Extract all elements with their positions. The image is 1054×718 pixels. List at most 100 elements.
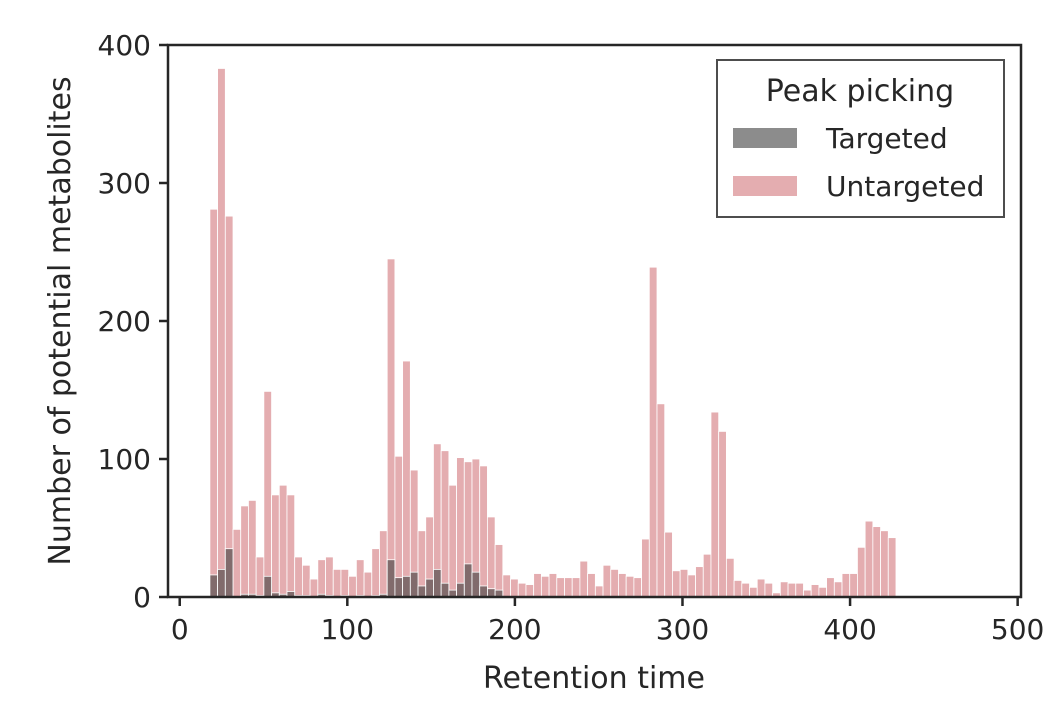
untargeted-bar [348,575,357,598]
untargeted-bar [278,484,288,598]
untargeted-bar [332,569,342,598]
untargeted-bar [810,584,820,598]
untargeted-bar [872,526,881,598]
untargeted-bar [232,528,242,598]
targeted-bar [409,571,419,598]
y-axis-label: Number of potential metabolites [43,76,78,565]
untargeted-bar [564,577,573,598]
plot-frame [166,43,1023,599]
x-tick-label: 200 [488,613,541,646]
untargeted-bar [718,430,727,598]
untargeted-bar [502,574,511,598]
y-tick-label: 400 [98,29,151,62]
untargeted-bar [833,581,843,598]
legend: Peak picking Targeted Untargeted [716,59,1005,218]
untargeted-bar [625,575,635,598]
targeted-bar [425,578,434,598]
targeted-bar [209,574,219,598]
untargeted-bar [263,390,272,598]
untargeted-bar [587,573,596,598]
untargeted-bar [679,569,689,598]
untargeted-bar [702,553,712,598]
untargeted-bar [741,582,750,598]
legend-label-untargeted: Untargeted [826,170,984,203]
untargeted-bar [610,569,619,598]
untargeted-bar [633,577,642,598]
untargeted-bar [749,586,758,598]
untargeted-bar [795,582,804,598]
untargeted-bar [672,570,681,598]
untargeted-bar [864,520,874,598]
untargeted-bar [510,578,519,598]
y-tick-label: 300 [98,167,151,200]
x-axis: 0 100 200 300 400 500 [171,597,1044,646]
untargeted-bar [818,586,828,598]
untargeted-bar [779,581,789,598]
untargeted-bar [764,582,774,598]
untargeted-bar [209,208,219,598]
targeted-bar [463,563,473,598]
y-tick-label: 200 [98,305,151,338]
untargeted-bar [556,577,565,598]
y-axis: 0 100 200 300 400 [98,29,168,614]
targeted-bar [402,575,411,598]
untargeted-bar [602,564,612,598]
untargeted-bar [880,530,889,598]
untargeted-bar [379,530,388,598]
untargeted-bar [286,494,296,598]
targeted-bars [209,548,504,598]
untargeted-bar [217,68,226,598]
legend-swatch-untargeted [733,176,797,196]
untargeted-bar [479,465,488,598]
untargeted-bar [456,457,465,598]
untargeted-bar [826,577,835,598]
untargeted-bar [849,573,858,598]
x-tick-label: 500 [991,613,1044,646]
untargeted-bar [548,573,558,598]
x-tick-label: 100 [321,613,374,646]
untargeted-bars [209,68,897,598]
targeted-bar [263,575,272,598]
untargeted-bar [687,574,696,598]
targeted-bar [224,548,234,598]
legend-title: Peak picking [766,74,954,109]
untargeted-bar [309,578,319,598]
untargeted-bar [571,577,581,598]
x-tick-label: 0 [171,613,189,646]
untargeted-bar [517,582,527,598]
untargeted-bar [618,573,627,598]
untargeted-bar [540,575,550,598]
untargeted-bar [255,556,265,598]
targeted-bar [217,569,226,598]
untargeted-bar [756,578,766,598]
y-tick-label: 0 [133,581,151,614]
untargeted-bar [579,560,589,598]
targeted-bar [440,582,450,598]
legend-swatch-targeted [733,128,797,148]
untargeted-bar [325,556,334,598]
untargeted-bar [656,403,666,598]
untargeted-bar [841,573,851,598]
x-tick-label: 300 [656,613,709,646]
untargeted-bar [340,569,350,598]
y-tick-label: 100 [98,443,151,476]
untargeted-bar [695,566,704,598]
untargeted-bar [648,266,658,598]
x-tick-label: 400 [823,613,876,646]
untargeted-bar [440,450,450,598]
targeted-bar [433,569,442,598]
untargeted-bar [294,556,303,598]
untargeted-bar [363,571,373,598]
targeted-bar [417,585,427,598]
targeted-bar [479,585,488,598]
untargeted-bar [641,538,650,598]
untargeted-bar [301,564,311,598]
legend-label-targeted: Targeted [825,122,948,155]
untargeted-bar [355,559,365,598]
untargeted-bar [386,258,396,598]
untargeted-bar [787,582,797,598]
untargeted-bar [857,546,866,598]
x-axis-label: Retention time [483,661,705,696]
untargeted-bar [448,484,457,598]
